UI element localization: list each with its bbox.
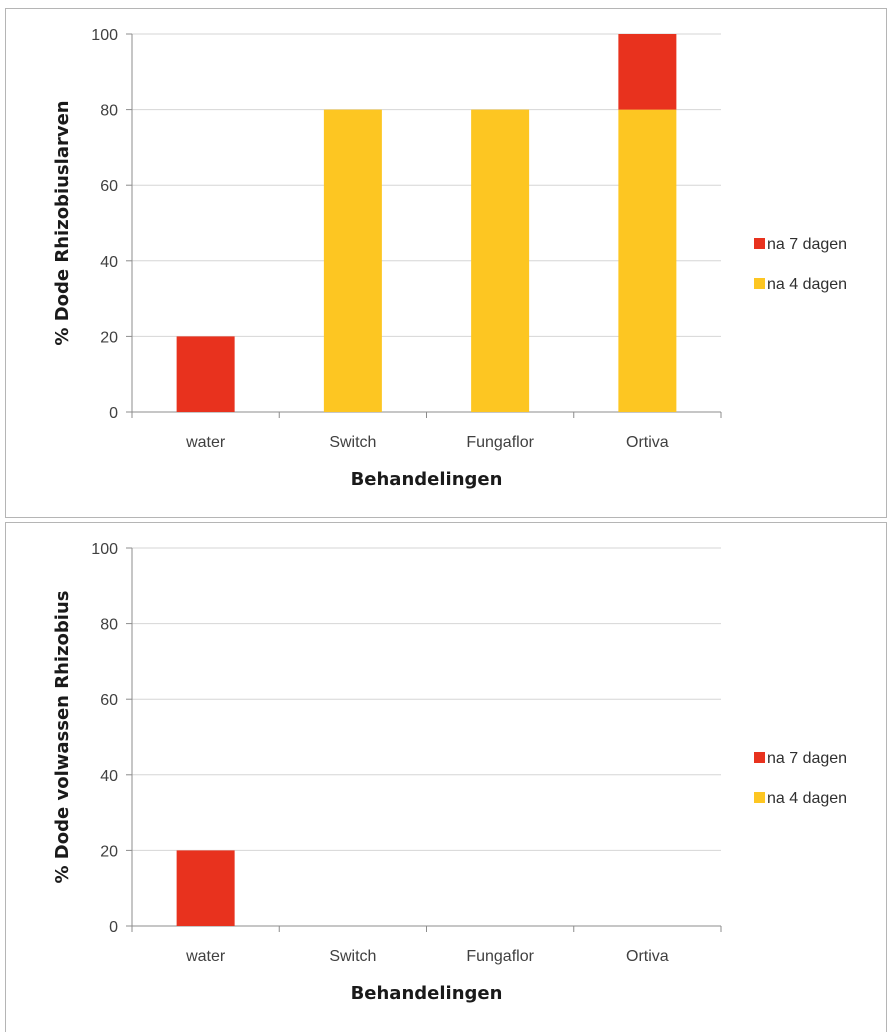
bar-water-na-7-dagen — [176, 336, 235, 412]
y-tick-label: 0 — [109, 405, 118, 422]
legend-swatch — [754, 792, 765, 803]
x-tick-label: Switch — [329, 948, 376, 965]
legend-swatch — [754, 238, 765, 249]
chart-panel-larvae: 0 20 40 60 80 100 water Switch Fungaflor Ortiva Be… — [5, 8, 887, 518]
x-tick-label: water — [185, 434, 226, 451]
chart-adults: 0 20 40 60 80 100 water Switch Fungaflor Ortiva Be… — [52, 541, 847, 1004]
bar-switch-na-4-dagen — [323, 109, 382, 412]
x-tick-label: Ortiva — [626, 948, 669, 965]
x-tick-label: Switch — [329, 434, 376, 451]
legend-swatch — [754, 752, 765, 763]
chart-panel-adults: 0 20 40 60 80 100 water Switch Fungaflor Ortiva Be… — [5, 522, 887, 1032]
x-axis-title: Behandelingen — [351, 983, 503, 1004]
x-tick-label: Ortiva — [626, 434, 669, 451]
bar-fungaflor-na-4-dagen — [471, 109, 530, 412]
legend-swatch — [754, 278, 765, 289]
y-tick-label: 80 — [100, 103, 118, 120]
y-tick-label: 20 — [100, 329, 118, 346]
y-axis-title: % Dode volwassen Rhizobius — [52, 590, 73, 883]
bar-ortiva-na-4-dagen — [618, 109, 677, 412]
x-tick-label: water — [185, 948, 226, 965]
bar-water-na-7-dagen — [176, 850, 235, 926]
y-tick-label: 0 — [109, 919, 118, 936]
y-tick-label: 100 — [91, 541, 118, 558]
bar-ortiva-na-7-dagen — [618, 34, 677, 110]
y-tick-label: 60 — [100, 178, 118, 195]
y-tick-label: 60 — [100, 692, 118, 709]
legend-label: na 4 dagen — [767, 790, 847, 807]
y-tick-label: 80 — [100, 617, 118, 634]
x-tick-label: Fungaflor — [466, 948, 534, 965]
y-tick-label: 100 — [91, 27, 118, 44]
legend-label: na 7 dagen — [767, 750, 847, 767]
x-axis-title: Behandelingen — [351, 469, 503, 490]
y-tick-label: 40 — [100, 768, 118, 785]
chart-larvae: 0 20 40 60 80 100 water Switch Fungaflor Ortiva Be… — [52, 27, 847, 490]
y-axis-title: % Dode Rhizobiuslarven — [52, 100, 73, 345]
legend-label: na 4 dagen — [767, 276, 847, 293]
y-tick-label: 40 — [100, 254, 118, 271]
x-tick-label: Fungaflor — [466, 434, 534, 451]
legend-label: na 7 dagen — [767, 236, 847, 253]
y-tick-label: 20 — [100, 843, 118, 860]
